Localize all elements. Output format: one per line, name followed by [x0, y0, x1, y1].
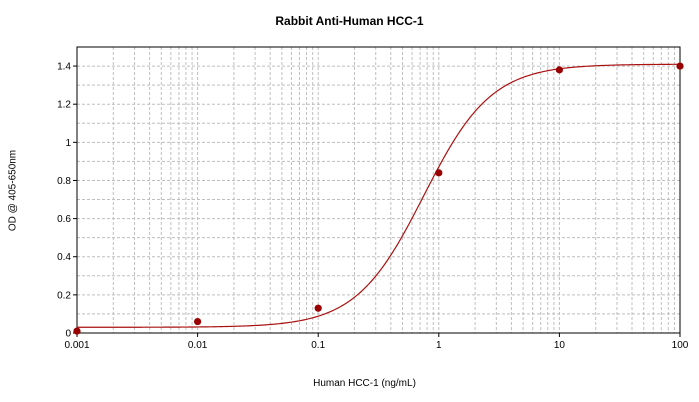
data-point [314, 304, 322, 312]
data-point [676, 62, 684, 70]
x-tick-label: 10 [554, 340, 566, 351]
x-tick-label: 100 [672, 340, 689, 351]
fit-curve [77, 63, 681, 328]
y-tick-label: 0.8 [57, 176, 71, 187]
data-point [555, 66, 564, 74]
y-tick-label: 0.6 [57, 214, 71, 225]
y-tick-label: 0.2 [57, 290, 71, 301]
data-points [73, 62, 684, 335]
x-axis-label: Human HCC-1 (ng/mL) [313, 378, 416, 389]
y-tick-label: 0.4 [57, 252, 71, 263]
data-point [194, 317, 202, 326]
chart-title: Rabbit Anti-Human HCC-1 [275, 14, 424, 28]
x-tick-label: 0.1 [311, 340, 325, 351]
y-tick-label: 1 [65, 138, 71, 149]
y-tick-label: 1.4 [57, 62, 71, 73]
x-tick-label: 0.01 [188, 340, 208, 351]
axis-ticks: 0.001 0.01 0.1 1 10 100 0 0.2 0.4 0.6 0.8 1 1.2 1.4 [57, 62, 689, 351]
data-point [435, 169, 443, 177]
data-point [73, 327, 81, 335]
plot-frame [76, 46, 681, 334]
grid-lines [77, 47, 680, 333]
y-tick-label: 1.2 [57, 100, 71, 111]
y-tick-label: 0 [65, 329, 71, 340]
x-tick-label: 0.001 [64, 340, 89, 351]
x-tick-label: 1 [436, 340, 442, 351]
